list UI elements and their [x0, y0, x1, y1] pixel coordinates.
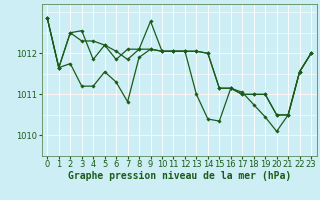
X-axis label: Graphe pression niveau de la mer (hPa): Graphe pression niveau de la mer (hPa) [68, 171, 291, 181]
